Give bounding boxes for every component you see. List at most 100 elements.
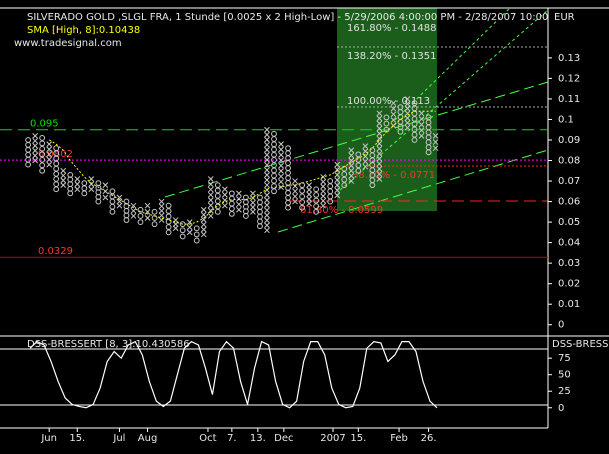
x-box (432, 133, 439, 139)
pf-column (369, 147, 376, 189)
pf-column (207, 176, 214, 219)
x-box (60, 172, 67, 179)
y-tick-label: 0.08 (558, 156, 580, 167)
pf-column (313, 186, 320, 215)
x-box (207, 197, 214, 203)
x-box (236, 195, 242, 202)
x-box (278, 141, 284, 147)
x-box (362, 143, 369, 150)
o-box (39, 135, 46, 141)
x-box (264, 126, 270, 133)
x-box (46, 146, 53, 153)
x-box (320, 193, 327, 199)
x-box (221, 197, 228, 204)
o-box (214, 208, 221, 215)
o-box (299, 187, 306, 194)
x-box (348, 178, 355, 184)
y-tick-label: 0 (558, 403, 564, 414)
o-box (39, 151, 46, 158)
x-box (32, 152, 38, 159)
o-box (299, 204, 306, 211)
x-box (88, 181, 95, 187)
x-box (320, 183, 327, 190)
x-box (186, 229, 193, 236)
x-box (88, 176, 95, 182)
o-box (39, 140, 46, 147)
x-box (278, 184, 284, 191)
x-box (250, 199, 256, 206)
pf-column (109, 188, 116, 215)
y-tick-label: 0.04 (558, 238, 580, 249)
x-box (116, 194, 123, 201)
x-box (348, 162, 355, 169)
x-box (172, 225, 179, 232)
x-box (158, 203, 165, 210)
x-tick-label: Oct (199, 433, 216, 444)
x-box (144, 215, 151, 221)
pf-column (228, 190, 235, 217)
x-box (200, 206, 207, 213)
pf-column (116, 194, 123, 209)
x-box (264, 172, 270, 178)
pf-column (306, 182, 312, 207)
x-box (362, 163, 369, 170)
x-box (221, 186, 228, 193)
x-tick-label: Aug (138, 433, 158, 444)
pf-column (193, 225, 200, 244)
x-box (207, 191, 214, 198)
annotation: 161.80% - 0.1488 (347, 23, 436, 34)
x-box (130, 207, 137, 214)
o-box (313, 208, 320, 215)
pf-column (285, 145, 291, 211)
o-box (383, 120, 390, 127)
x-tick-label: Dec (274, 433, 293, 444)
axis-label: DSS-BRESSI (552, 339, 609, 350)
x-box (236, 201, 242, 208)
x-box (46, 156, 53, 163)
x-box (390, 100, 397, 106)
x-box (250, 204, 256, 211)
pf-column (242, 194, 249, 219)
x-box (264, 192, 270, 198)
o-box (165, 229, 172, 236)
pf-column (271, 130, 277, 195)
pf-column (25, 137, 32, 168)
pf-column (186, 219, 193, 236)
pf-column (95, 180, 102, 205)
pf-column (46, 141, 53, 168)
x-box (376, 176, 383, 182)
x-box (278, 178, 284, 185)
x-box (334, 187, 341, 194)
o-box (228, 190, 235, 197)
pf-column (278, 141, 284, 191)
pf-column (341, 165, 348, 189)
x-box (264, 146, 270, 153)
o-box (214, 187, 221, 194)
pf-column (327, 178, 334, 205)
x-box (264, 197, 270, 203)
x-box (102, 194, 109, 201)
y-tick-label: 0.1 (558, 114, 574, 125)
x-box (74, 186, 81, 193)
o-box (39, 162, 46, 169)
o-box (397, 104, 404, 111)
x-tick-label: Feb (390, 433, 408, 444)
x-box (236, 206, 242, 213)
o-box (165, 208, 172, 214)
o-box (341, 176, 348, 183)
x-box (32, 147, 38, 154)
x-box (376, 110, 383, 117)
pf-column (60, 167, 67, 189)
x-box (376, 115, 383, 122)
o-box (411, 100, 418, 106)
y-tick-label: 0.09 (558, 135, 580, 146)
x-box (292, 183, 298, 190)
annotation: 138.20% - 0.1351 (347, 51, 436, 62)
x-box (432, 145, 439, 152)
y-tick-label: 0.07 (558, 176, 580, 187)
annotation: 61.80% - 0.0599 (300, 205, 383, 216)
x-box (404, 124, 411, 131)
o-box (193, 237, 200, 244)
trend-line (339, 9, 549, 191)
